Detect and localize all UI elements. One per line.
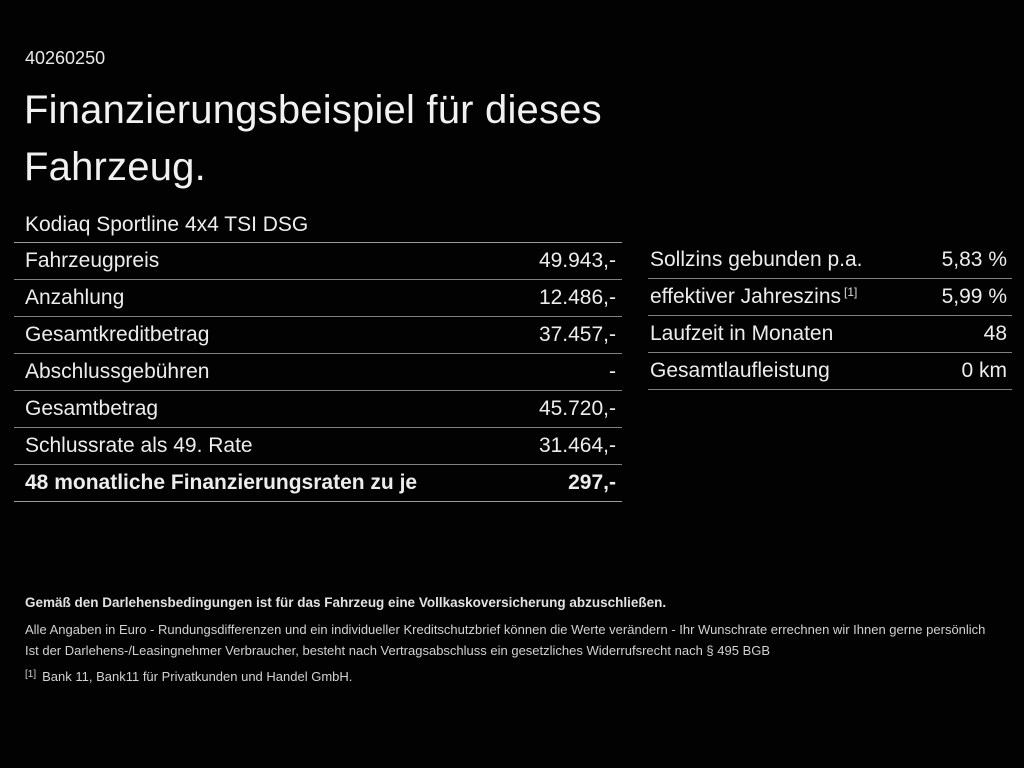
row-value: 0 km (961, 359, 1007, 382)
row-value: 48 (983, 322, 1007, 345)
table-row: effektiver Jahreszins [1] 5,99 % (648, 279, 1012, 316)
row-value: 45.720,- (538, 397, 616, 420)
page-title-line2: Fahrzeug. (24, 145, 206, 189)
row-label: Gesamtkreditbetrag (25, 323, 210, 346)
row-label: Fahrzeugpreis (25, 249, 160, 272)
table-row: Anzahlung 12.486,- (14, 280, 622, 317)
row-label: Abschlussgebühren (25, 360, 210, 383)
row-label: Schlussrate als 49. Rate (25, 434, 253, 457)
row-label: 48 monatliche Finanzierungsraten zu je (25, 471, 418, 494)
row-label: Sollzins gebunden p.a. (650, 248, 863, 271)
disclaimer-insurance-note: Gemäß den Darlehensbedingungen ist für d… (25, 595, 667, 610)
row-value: 12.486,- (538, 286, 616, 309)
row-value: 31.464,- (538, 434, 616, 457)
table-row: Abschlussgebühren - (14, 354, 622, 391)
row-value: 297,- (568, 471, 616, 494)
row-value: 5,99 % (941, 285, 1007, 308)
row-label: effektiver Jahreszins [1] (650, 285, 858, 308)
footnote-text: Bank 11, Bank11 für Privatkunden und Han… (42, 669, 353, 684)
table-row: Sollzins gebunden p.a. 5,83 % (648, 242, 1012, 279)
disclaimer-withdrawal-note: Ist der Darlehens-/Leasingnehmer Verbrau… (25, 643, 771, 658)
finance-table: Fahrzeugpreis 49.943,- Anzahlung 12.486,- Ge… (14, 242, 622, 502)
row-label: Gesamtlaufleistung (650, 359, 830, 382)
table-row: Fahrzeugpreis 49.943,- (14, 243, 622, 280)
row-label: Laufzeit in Monaten (650, 322, 834, 345)
vehicle-name: Kodiaq Sportline 4x4 TSI DSG (25, 213, 309, 236)
conditions-table: Sollzins gebunden p.a. 5,83 % effektiver J… (648, 242, 1012, 390)
row-label: Anzahlung (25, 286, 125, 309)
table-row: Laufzeit in Monaten 48 (648, 316, 1012, 353)
disclaimer-values-note: Alle Angaben in Euro - Rundungsdifferenz… (25, 622, 986, 637)
page-title: Finanzierungsbeispiel für dieses Fahrzeu… (24, 82, 602, 196)
table-row: 48 monatliche Finanzierungsraten zu je 29… (14, 465, 622, 502)
reference-number: 40260250 (25, 48, 106, 68)
row-value: 49.943,- (538, 249, 616, 272)
row-value: 37.457,- (538, 323, 616, 346)
row-value: 5,83 % (941, 248, 1007, 271)
table-row: Schlussrate als 49. Rate 31.464,- (14, 428, 622, 465)
page-title-line1: Finanzierungsbeispiel für dieses (24, 88, 602, 132)
footnote-marker: [1] (25, 669, 37, 680)
row-label: Gesamtbetrag (25, 397, 159, 420)
footnote-marker: [1] (844, 285, 858, 299)
table-row: Gesamtlaufleistung 0 km (648, 353, 1012, 390)
row-value: - (609, 360, 616, 383)
table-row: Gesamtbetrag 45.720,- (14, 391, 622, 428)
table-row: Gesamtkreditbetrag 37.457,- (14, 317, 622, 354)
disclaimer: Gemäß den Darlehensbedingungen ist für d… (25, 596, 1000, 684)
footnote-line: [1] Bank 11, Bank11 für Privatkunden und… (25, 669, 1000, 684)
